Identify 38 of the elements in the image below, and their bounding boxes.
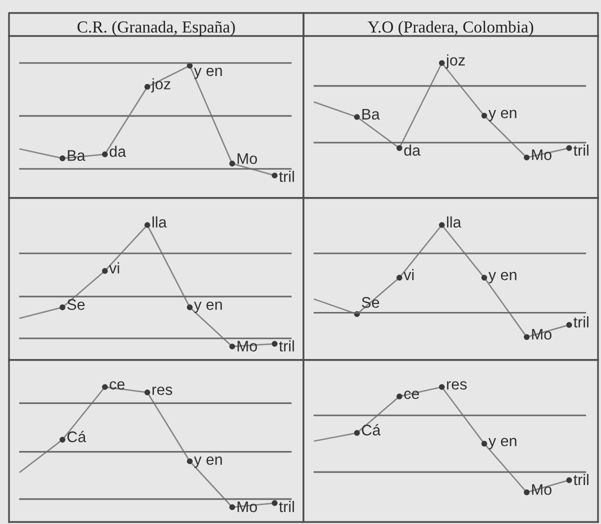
- annotation: Mo: [238, 501, 257, 512]
- annotation: Se: [67, 299, 85, 310]
- annotation: Cá: [362, 424, 381, 436]
- annotation: tril: [279, 340, 294, 352]
- annotation: Cá: [67, 430, 86, 442]
- annotation: y en: [194, 456, 222, 468]
- annotation: vi: [404, 269, 414, 280]
- annotation: y en: [488, 110, 516, 122]
- annotation: tril: [279, 170, 294, 182]
- annotation: tril: [574, 316, 588, 328]
- annotation: y en: [488, 438, 516, 450]
- annotation: joz: [151, 78, 170, 92]
- annotation: Ba: [68, 150, 86, 161]
- annotation: ce: [404, 390, 420, 400]
- annotation: res: [447, 381, 467, 390]
- annotation: tril: [279, 500, 294, 512]
- annotation: lla: [447, 216, 462, 228]
- annotation: da: [404, 144, 421, 156]
- chart-title: C.R. (Granada, España): [78, 20, 235, 36]
- annotation: Ba: [362, 108, 380, 120]
- annotation: Mo: [532, 484, 552, 495]
- annotation: joz: [446, 54, 465, 69]
- annotation: ce: [110, 381, 125, 390]
- annotation: Mo: [532, 149, 552, 160]
- annotation: da: [110, 146, 126, 157]
- annotation: tril: [574, 474, 588, 486]
- annotation: Se: [362, 297, 380, 308]
- annotation: y en: [488, 272, 516, 284]
- annotation: y en: [194, 302, 222, 313]
- annotation: tril: [574, 144, 588, 156]
- annotation: res: [152, 386, 172, 395]
- annotation: Mo: [238, 340, 257, 352]
- chart-title: Y.O (Pradera, Colombia): [368, 20, 534, 36]
- annotation: vi: [109, 262, 120, 274]
- annotation: lla: [152, 216, 167, 228]
- annotation: Mo: [238, 153, 257, 164]
- annotation: Mo: [532, 328, 552, 340]
- annotation: y en: [194, 68, 222, 80]
